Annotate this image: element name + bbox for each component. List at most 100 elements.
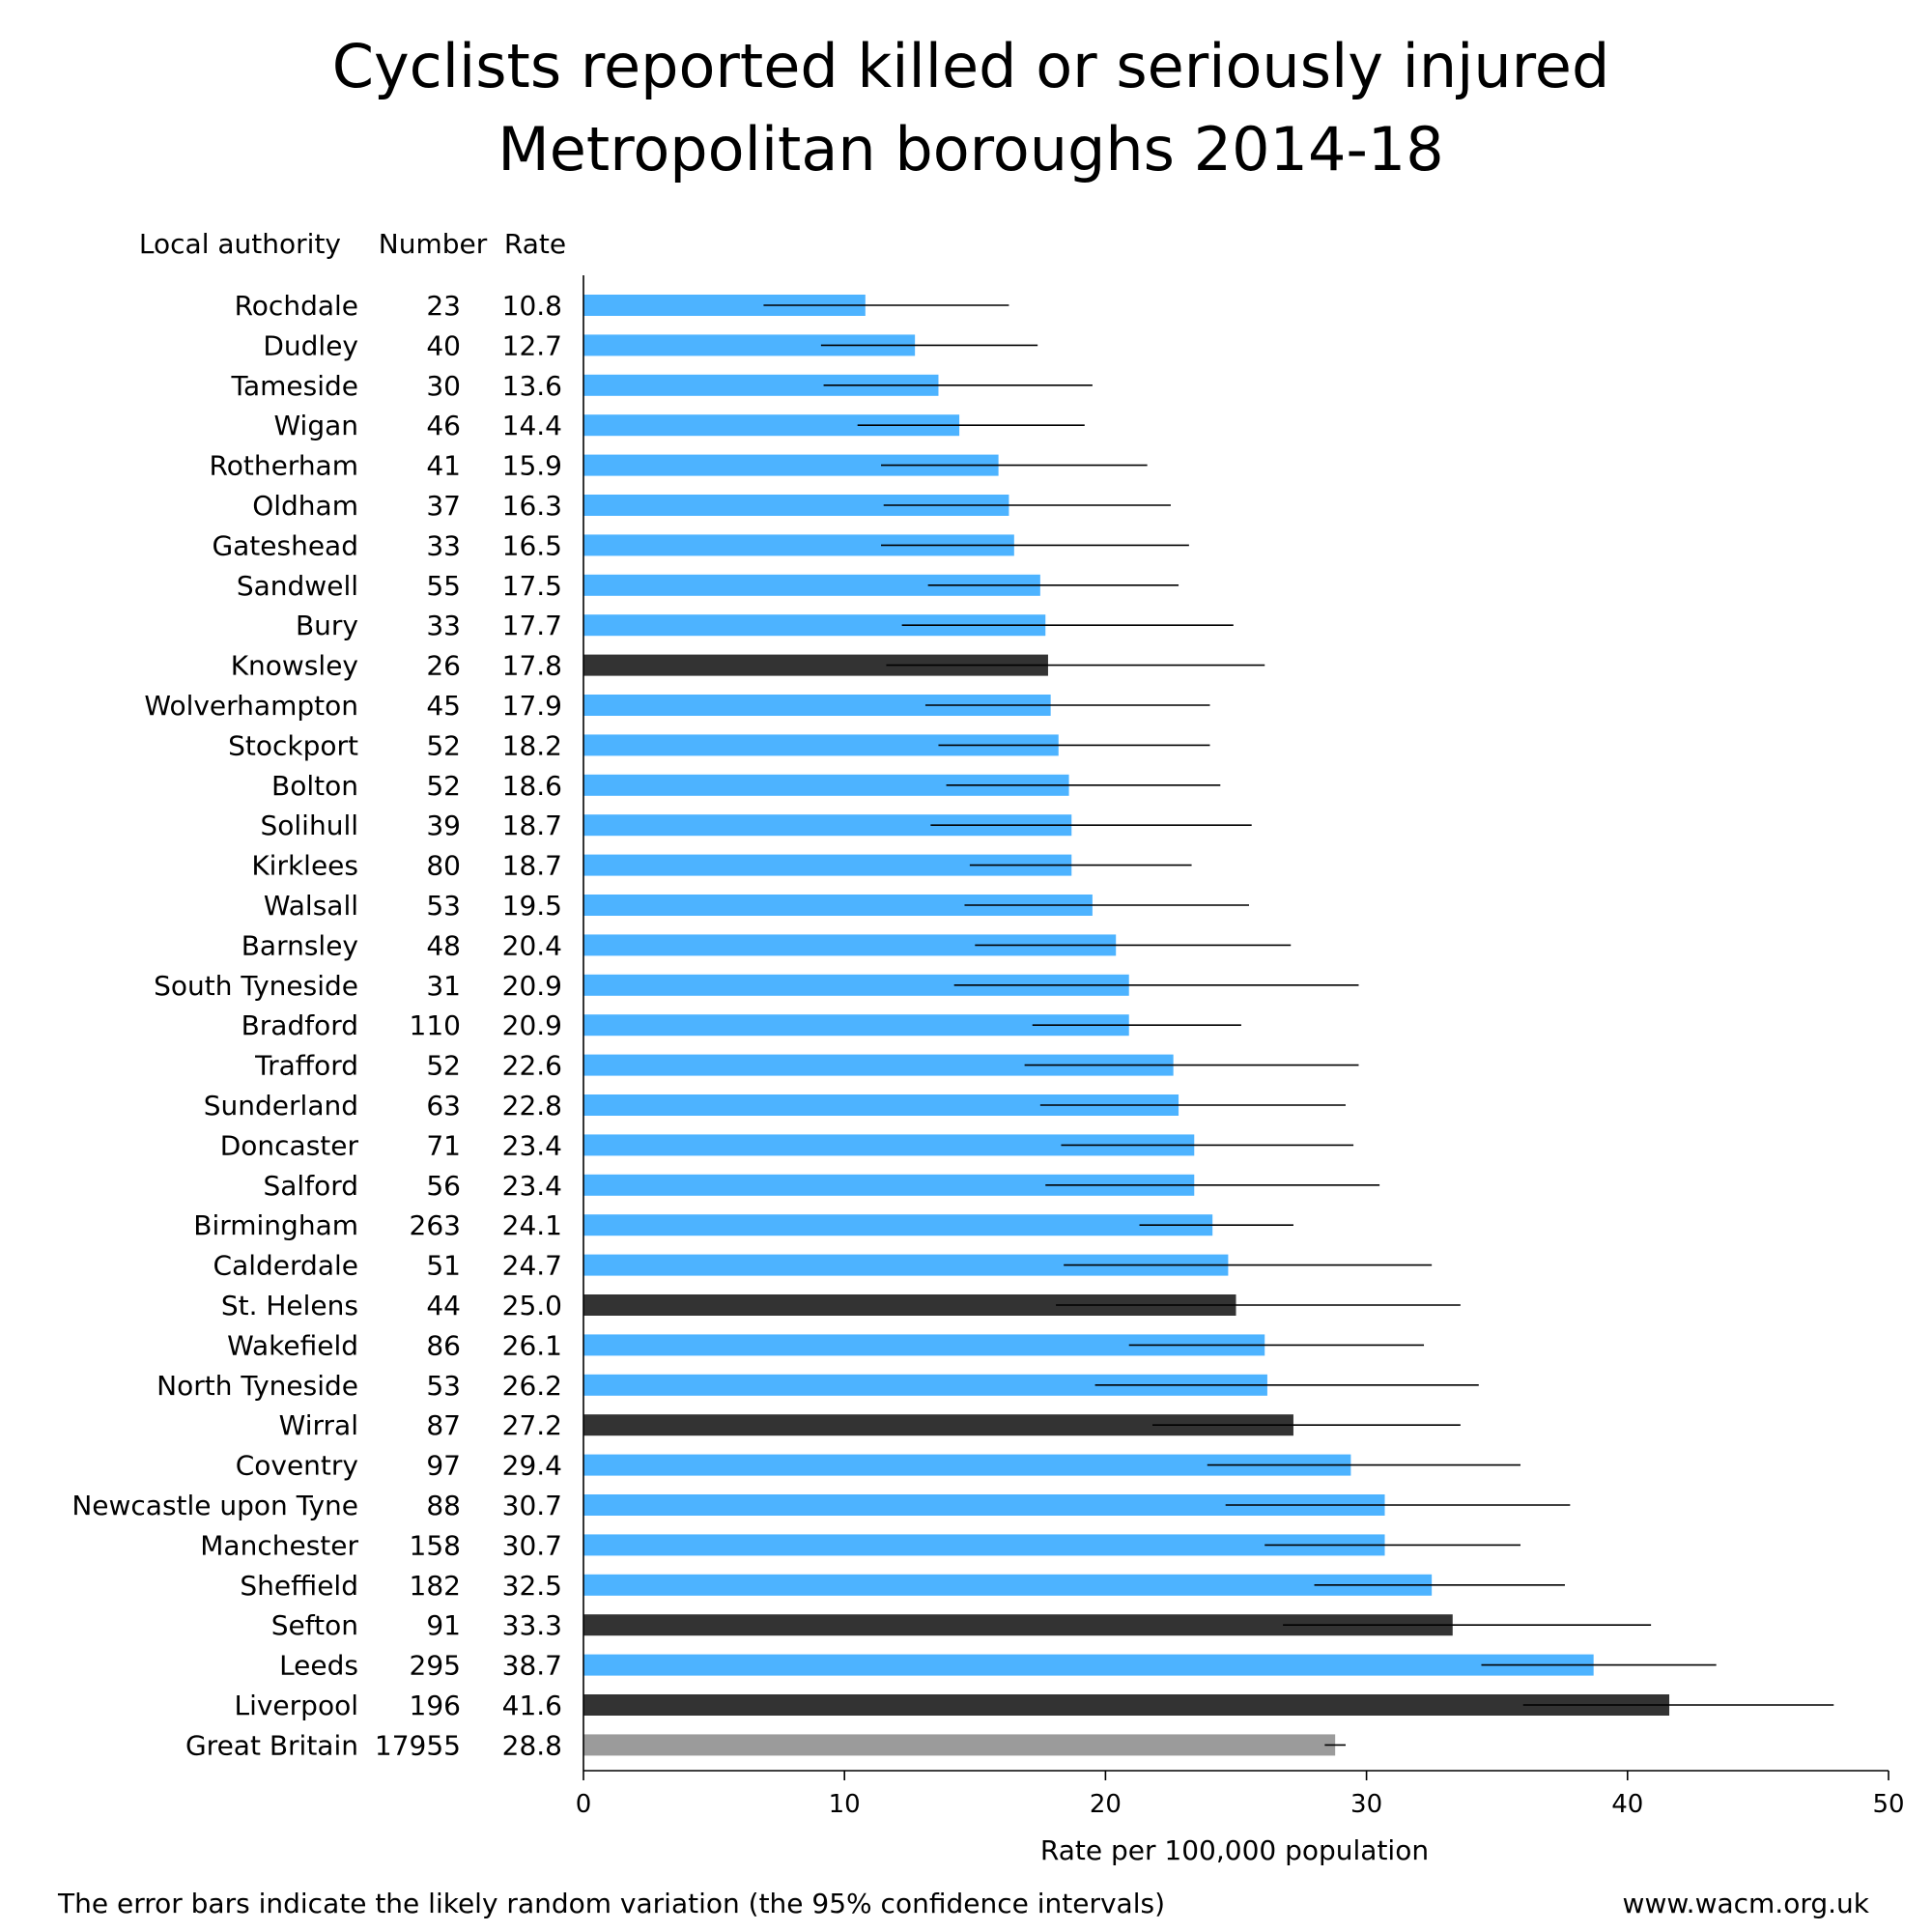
bar xyxy=(583,654,1048,676)
authority-label: Leeds xyxy=(279,1650,358,1682)
bar xyxy=(583,334,916,356)
bar xyxy=(583,695,1051,716)
rate-value: 15.9 xyxy=(502,450,562,482)
bar xyxy=(583,734,1059,756)
bar xyxy=(583,1414,1293,1436)
x-axis-label: Rate per 100,000 population xyxy=(1040,1834,1429,1866)
chart-row: North Tyneside 53 26.2 xyxy=(156,1370,1479,1402)
rate-value: 16.3 xyxy=(502,490,562,522)
number-value: 63 xyxy=(426,1090,461,1122)
authority-label: Birmingham xyxy=(193,1209,358,1241)
number-value: 40 xyxy=(426,329,461,361)
x-tick-label: 0 xyxy=(576,1790,592,1819)
authority-label: Wirral xyxy=(279,1409,358,1441)
rate-value: 20.4 xyxy=(502,929,562,961)
chart-row: Stockport 52 18.2 xyxy=(228,729,1210,761)
rate-value: 20.9 xyxy=(502,1009,562,1041)
number-value: 46 xyxy=(426,410,461,441)
x-tick-label: 40 xyxy=(1611,1790,1643,1819)
column-header-rate: Rate xyxy=(504,228,566,260)
authority-label: Wakefield xyxy=(227,1329,358,1361)
chart-row: Oldham 37 16.3 xyxy=(252,490,1171,522)
rate-value: 26.2 xyxy=(502,1370,562,1402)
rate-value: 30.7 xyxy=(502,1529,562,1561)
authority-label: St. Helens xyxy=(221,1290,358,1321)
chart-row: Wigan 46 14.4 xyxy=(273,410,1085,441)
authority-label: Bury xyxy=(296,610,358,641)
bar xyxy=(583,1574,1433,1596)
rate-value: 38.7 xyxy=(502,1650,562,1682)
chart-row: Dudley 40 12.7 xyxy=(263,329,1038,361)
rate-value: 20.9 xyxy=(502,970,562,1002)
rate-value: 28.8 xyxy=(502,1729,562,1761)
authority-label: Trafford xyxy=(254,1050,358,1082)
authority-label: Knowsley xyxy=(231,650,358,682)
number-value: 33 xyxy=(426,610,461,641)
chart-row: Wakefield 86 26.1 xyxy=(227,1329,1425,1361)
chart-row: Barnsley 48 20.4 xyxy=(242,929,1292,961)
authority-label: Doncaster xyxy=(220,1129,359,1161)
authority-label: Great Britain xyxy=(185,1729,358,1761)
authority-label: Tameside xyxy=(231,370,359,402)
rate-value: 16.5 xyxy=(502,529,562,561)
source-text: www.wacm.org.uk xyxy=(1623,1888,1870,1919)
bar xyxy=(583,854,1072,876)
number-value: 45 xyxy=(426,690,461,722)
bar xyxy=(583,1374,1267,1396)
number-value: 52 xyxy=(426,770,461,802)
number-value: 97 xyxy=(426,1450,461,1482)
bar xyxy=(583,1454,1351,1476)
authority-label: Sandwell xyxy=(237,570,358,602)
bar xyxy=(583,1094,1179,1116)
bar xyxy=(583,974,1129,996)
authority-label: Bradford xyxy=(242,1009,358,1041)
column-header-authority: Local authority xyxy=(139,228,341,260)
chart-row: St. Helens 44 25.0 xyxy=(221,1290,1461,1321)
rate-value: 23.4 xyxy=(502,1129,562,1161)
chart-title-line-1: Cyclists reported killed or seriously in… xyxy=(332,31,1610,101)
number-value: 51 xyxy=(426,1250,461,1282)
bar xyxy=(583,774,1069,796)
rate-value: 14.4 xyxy=(502,410,562,441)
chart-row: Birmingham 263 24.1 xyxy=(193,1209,1293,1241)
chart-row: Bury 33 17.7 xyxy=(296,610,1234,641)
authority-label: Newcastle upon Tyne xyxy=(71,1490,358,1521)
column-header-number: Number xyxy=(379,228,488,260)
bar xyxy=(583,1294,1236,1316)
number-value: 41 xyxy=(426,450,461,482)
bar xyxy=(583,1334,1265,1356)
authority-label: Solihull xyxy=(260,810,358,841)
number-value: 86 xyxy=(426,1329,461,1361)
rate-value: 30.7 xyxy=(502,1490,562,1521)
rate-value: 10.8 xyxy=(502,290,562,322)
chart-row: Bolton 52 18.6 xyxy=(271,770,1221,802)
chart-row: Manchester 158 30.7 xyxy=(200,1529,1521,1561)
authority-label: Stockport xyxy=(228,729,358,761)
authority-label: Wigan xyxy=(273,410,358,441)
number-value: 55 xyxy=(426,570,461,602)
bar xyxy=(583,1254,1229,1276)
number-value: 110 xyxy=(410,1009,461,1041)
chart-row: Solihull 39 18.7 xyxy=(260,810,1252,841)
bar xyxy=(583,1134,1195,1156)
number-value: 30 xyxy=(426,370,461,402)
number-value: 26 xyxy=(426,650,461,682)
bar xyxy=(583,374,939,396)
bar xyxy=(583,1174,1195,1196)
chart-row: Salford 56 23.4 xyxy=(264,1170,1380,1202)
rate-value: 17.7 xyxy=(502,610,562,641)
rate-value: 25.0 xyxy=(502,1290,562,1321)
chart-row: Walsall 53 19.5 xyxy=(264,890,1250,922)
rate-value: 33.3 xyxy=(502,1609,562,1641)
authority-label: Sunderland xyxy=(204,1090,358,1122)
number-value: 53 xyxy=(426,1370,461,1402)
rate-value: 24.7 xyxy=(502,1250,562,1282)
bar xyxy=(583,1694,1670,1716)
authority-label: Oldham xyxy=(252,490,358,522)
chart-row: Sheffield 182 32.5 xyxy=(240,1570,1565,1602)
number-value: 39 xyxy=(426,810,461,841)
bar xyxy=(583,1614,1453,1636)
chart-row: Tameside 30 13.6 xyxy=(231,370,1093,402)
number-value: 17955 xyxy=(375,1729,461,1761)
